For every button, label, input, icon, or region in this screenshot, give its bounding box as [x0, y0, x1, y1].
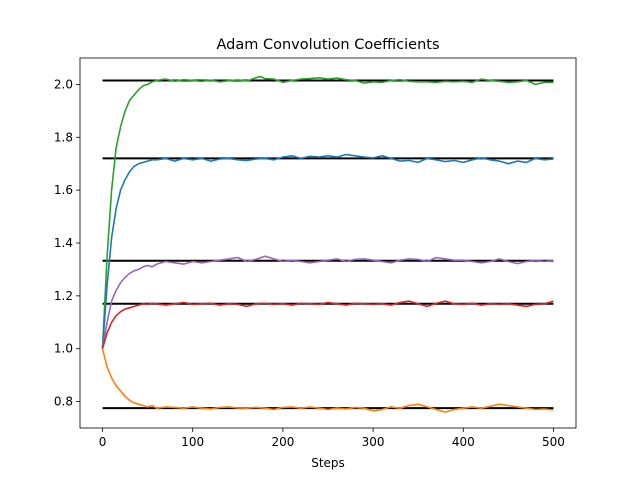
x-axis-label: Steps — [311, 456, 345, 470]
plot-area — [79, 57, 577, 429]
series-line-3 — [101, 255, 554, 349]
y-tick-label: 1.0 — [54, 342, 73, 356]
series-line-2 — [101, 153, 554, 349]
series-line-4 — [101, 300, 554, 349]
y-tick-label: 1.2 — [54, 289, 73, 303]
x-axis-ticks: 0 100 200 300 400 500 — [99, 428, 565, 449]
series-line-5 — [101, 348, 554, 413]
x-tick-label: 200 — [271, 435, 294, 449]
y-tick-label: 1.6 — [54, 183, 73, 197]
y-tick-label: 2.0 — [54, 77, 73, 91]
x-tick-label: 300 — [362, 435, 385, 449]
x-tick-label: 500 — [542, 435, 565, 449]
x-tick-label: 400 — [452, 435, 475, 449]
y-tick-label: 1.8 — [54, 130, 73, 144]
y-tick-label: 1.4 — [54, 236, 73, 250]
series-line-1 — [101, 75, 554, 349]
x-tick-label: 0 — [99, 435, 107, 449]
series-lines — [101, 75, 554, 413]
y-axis-ticks: 0.8 1.0 1.2 1.4 1.6 1.8 2.0 — [54, 77, 80, 409]
y-tick-label: 0.8 — [54, 395, 73, 409]
chart-title: Adam Convolution Coefficients — [216, 37, 439, 53]
x-tick-label: 100 — [181, 435, 204, 449]
